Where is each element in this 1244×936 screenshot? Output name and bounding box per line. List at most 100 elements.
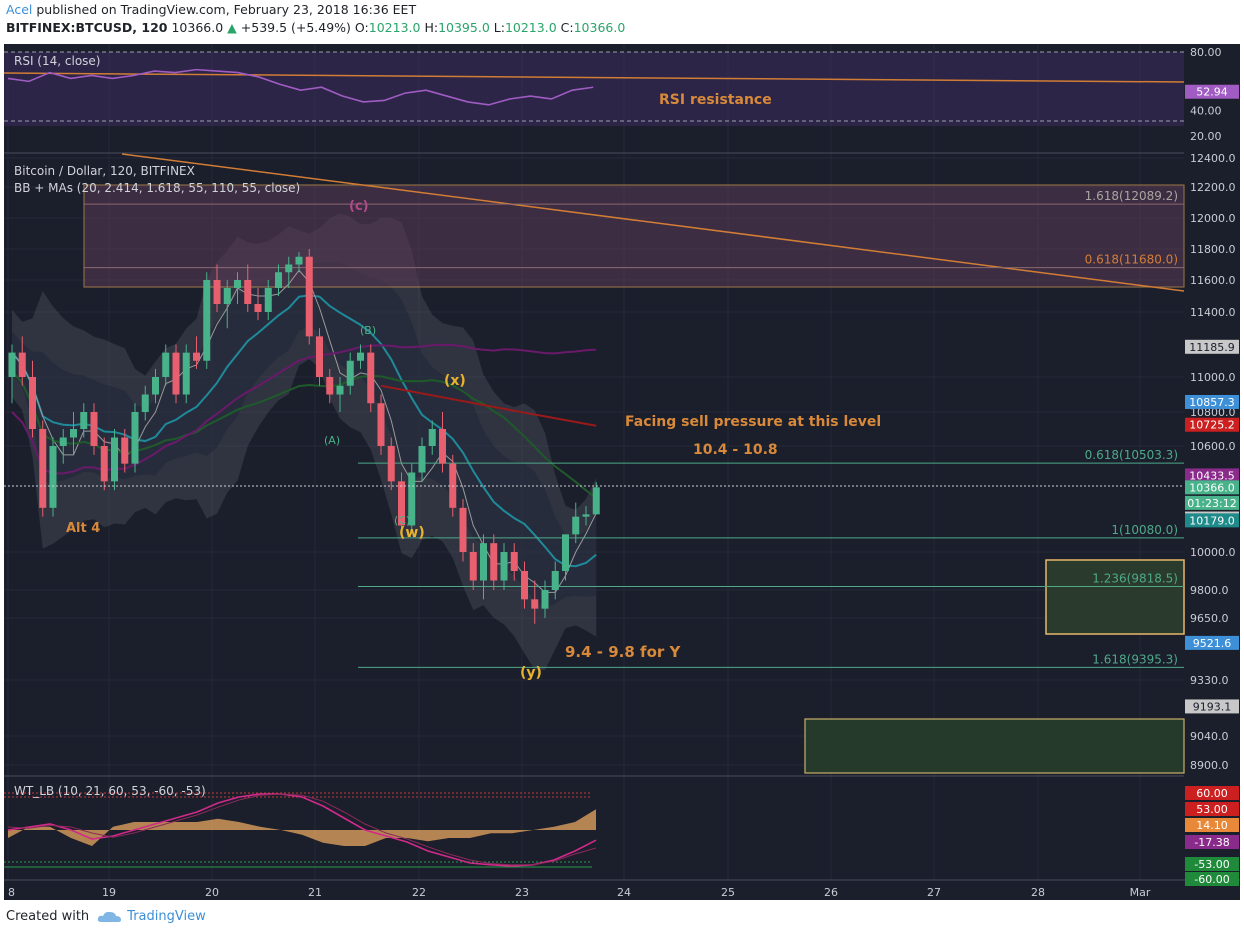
candle [572, 516, 580, 535]
date-tick: 20 [205, 886, 219, 899]
candle [551, 571, 559, 590]
price-tick: 11400.0 [1190, 306, 1236, 319]
tradingview-cloud-icon [97, 911, 122, 922]
price-tag-label: 52.94 [1196, 86, 1228, 99]
high-value: 10395.0 [438, 20, 490, 35]
alt4-label: Alt 4 [66, 521, 100, 536]
price-tick: 8900.0 [1190, 759, 1229, 772]
price-tag [1185, 835, 1239, 849]
candle [295, 256, 303, 265]
date-tick: 19 [102, 886, 116, 899]
price-tag-label: 01:23:12 [1187, 497, 1236, 510]
price-tick: 9650.0 [1190, 612, 1229, 625]
date-tick: 25 [721, 886, 735, 899]
price-tag [1185, 786, 1239, 800]
created-with-text: Created with [6, 909, 90, 924]
price-tag [1185, 394, 1239, 409]
price-tag-label: 14.10 [1196, 819, 1228, 832]
tradingview-link[interactable]: TradingView [127, 909, 206, 924]
candles [8, 249, 600, 624]
candle [213, 280, 221, 304]
wave-label-B: (B) [360, 324, 376, 337]
price-tag-label: 10857.3 [1189, 396, 1235, 409]
ma-fast [11, 269, 597, 593]
candle [100, 446, 108, 482]
wave-label-y: (y) [520, 665, 542, 681]
candle [223, 288, 231, 304]
price-title: Bitcoin / Dollar, 120, BITFINEX [14, 164, 195, 178]
moving-averages [11, 269, 597, 593]
price-tick: 10600.0 [1190, 440, 1236, 453]
price-tag-label: 10725.2 [1189, 419, 1235, 432]
price-tick: 9040.0 [1190, 730, 1229, 743]
price-tick: 11800.0 [1190, 243, 1236, 256]
wt-title: WT_LB (10, 21, 60, 53, -60, -53) [14, 784, 206, 798]
wt2-line [7, 793, 597, 866]
fib-levels: 1.618(12089.2) 0.618(11680.0) 0.618(10503.… [84, 189, 1184, 668]
price-tick: 80.00 [1190, 46, 1222, 59]
sell-pressure-note: Facing sell pressure at this level [625, 414, 881, 430]
price-tag-label: -60.00 [1194, 873, 1229, 886]
candle [469, 552, 477, 581]
fib-label: 1.618(9395.3) [1092, 652, 1178, 666]
bb-inner-band [12, 261, 597, 608]
candle [18, 352, 26, 377]
candle [316, 336, 323, 377]
candle [562, 534, 569, 571]
price-tag-label: 10179.0 [1189, 514, 1235, 527]
candle [428, 429, 436, 446]
wave-label-c: (c) [349, 199, 369, 214]
candle [592, 487, 600, 515]
candle [305, 256, 313, 337]
candle [39, 429, 47, 508]
candle [275, 272, 282, 288]
price-tick: 9800.0 [1190, 584, 1229, 597]
candle [244, 280, 252, 304]
candle [357, 352, 364, 361]
price-pane: 1.618(12089.2) 0.618(11680.0) 0.618(10503.… [4, 153, 1185, 777]
price-tag-label: 9521.6 [1193, 637, 1232, 650]
candle [398, 481, 405, 526]
candle [111, 437, 118, 482]
candle [326, 377, 334, 395]
candle [367, 352, 375, 404]
chart-canvas[interactable]: RSI (14, close) RSI resistance 1.618(120… [4, 44, 1240, 904]
candle [80, 412, 88, 429]
date-tick: 23 [515, 886, 529, 899]
candle [541, 590, 549, 609]
footer: Created with TradingView [6, 909, 206, 924]
wave-label-w: (w) [399, 525, 425, 541]
price-tag [1185, 802, 1239, 816]
candle [203, 280, 211, 361]
symbol-label[interactable]: BITFINEX:BTCUSD, 120 [6, 20, 168, 35]
wt-pane: WT_LB (10, 21, 60, 53, -60, -53) [4, 784, 1240, 881]
candle [439, 429, 446, 464]
price-tag [1185, 468, 1239, 483]
candle [408, 472, 416, 526]
ma-purple [11, 343, 597, 475]
candle [531, 599, 539, 609]
candle [264, 288, 272, 312]
publish-line: Acel published on TradingView.com, Febru… [6, 2, 416, 17]
date-tick: 26 [824, 886, 838, 899]
target-zone-2 [804, 718, 1185, 774]
candle [131, 412, 139, 464]
price-tag [1185, 699, 1239, 714]
date-tick: Mar [1130, 886, 1151, 899]
price-tag [1185, 857, 1239, 871]
candle [8, 352, 16, 377]
date-tick: 28 [1031, 886, 1045, 899]
author-link[interactable]: Acel [6, 2, 33, 17]
target-zone-1 [1045, 559, 1185, 635]
candle [418, 446, 426, 473]
rsi-title: RSI (14, close) [14, 54, 100, 68]
price-tag [1185, 339, 1239, 354]
price-tag [1185, 417, 1239, 432]
price-tick: 12200.0 [1190, 181, 1236, 194]
candle [90, 412, 98, 446]
price-tick: 9330.0 [1190, 674, 1229, 687]
candle [387, 446, 395, 482]
time-axis[interactable]: 8 19 20 21 22 23 24 25 26 27 28 Mar [8, 886, 1151, 899]
fib-label: 1(10080.0) [1111, 523, 1178, 537]
low-value: 10213.0 [504, 20, 557, 35]
